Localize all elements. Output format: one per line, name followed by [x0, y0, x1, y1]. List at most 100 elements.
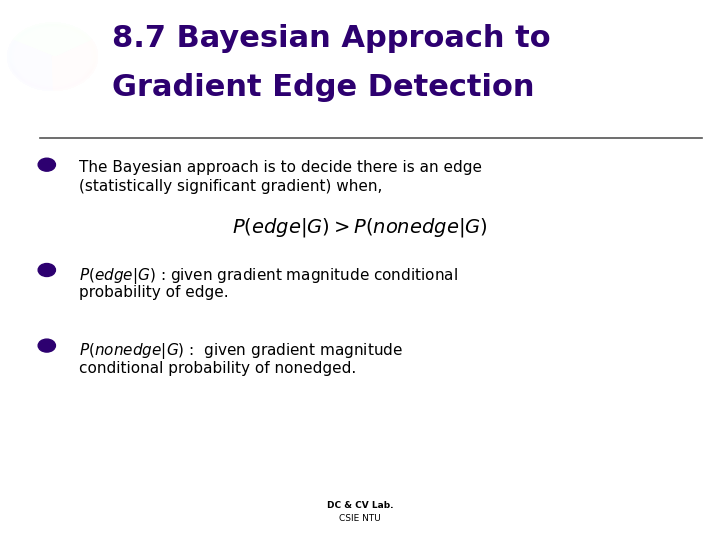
Wedge shape: [53, 41, 92, 57]
Wedge shape: [53, 57, 78, 84]
Wedge shape: [24, 31, 53, 57]
Wedge shape: [8, 57, 53, 59]
Wedge shape: [14, 40, 53, 57]
Wedge shape: [32, 27, 53, 57]
Wedge shape: [53, 30, 81, 57]
Circle shape: [7, 23, 98, 91]
Wedge shape: [38, 25, 53, 57]
Wedge shape: [53, 47, 95, 57]
Wedge shape: [18, 57, 53, 78]
Wedge shape: [11, 45, 53, 57]
Wedge shape: [53, 57, 81, 82]
Wedge shape: [32, 27, 53, 57]
Wedge shape: [53, 57, 67, 89]
Wedge shape: [48, 57, 53, 90]
Wedge shape: [53, 53, 97, 57]
Wedge shape: [9, 52, 53, 57]
Wedge shape: [8, 57, 53, 58]
Wedge shape: [37, 25, 53, 57]
Wedge shape: [9, 57, 53, 65]
Wedge shape: [53, 57, 54, 90]
Wedge shape: [53, 57, 85, 80]
Wedge shape: [53, 57, 93, 72]
Wedge shape: [9, 50, 53, 57]
Wedge shape: [53, 28, 76, 57]
Wedge shape: [53, 57, 91, 73]
Wedge shape: [33, 26, 53, 57]
Wedge shape: [14, 57, 53, 73]
Wedge shape: [30, 57, 53, 86]
Wedge shape: [53, 57, 87, 78]
Wedge shape: [53, 57, 91, 75]
Wedge shape: [53, 57, 96, 64]
Wedge shape: [44, 24, 53, 57]
Wedge shape: [8, 53, 53, 57]
Wedge shape: [53, 57, 97, 59]
Wedge shape: [51, 57, 53, 90]
Wedge shape: [53, 57, 92, 72]
Wedge shape: [8, 56, 53, 57]
Wedge shape: [37, 57, 53, 89]
Wedge shape: [8, 56, 53, 57]
Wedge shape: [23, 31, 53, 57]
Wedge shape: [53, 57, 93, 71]
Wedge shape: [19, 35, 53, 57]
Wedge shape: [53, 42, 93, 57]
Wedge shape: [24, 57, 53, 83]
Wedge shape: [40, 25, 53, 57]
Circle shape: [5, 21, 100, 92]
Wedge shape: [49, 57, 53, 90]
Wedge shape: [14, 39, 53, 57]
Wedge shape: [53, 57, 79, 84]
Wedge shape: [38, 57, 53, 89]
Wedge shape: [53, 36, 87, 57]
Wedge shape: [53, 57, 96, 66]
Wedge shape: [53, 57, 70, 87]
Wedge shape: [12, 57, 53, 70]
Wedge shape: [53, 57, 68, 88]
Wedge shape: [53, 57, 66, 89]
Wedge shape: [39, 57, 53, 89]
Wedge shape: [40, 57, 53, 89]
Wedge shape: [13, 41, 53, 57]
Wedge shape: [53, 57, 96, 66]
Wedge shape: [53, 57, 80, 83]
Wedge shape: [53, 28, 76, 57]
Wedge shape: [53, 57, 92, 72]
Wedge shape: [53, 57, 81, 83]
Wedge shape: [53, 57, 55, 90]
Wedge shape: [53, 23, 55, 57]
Wedge shape: [53, 30, 80, 57]
Circle shape: [14, 28, 91, 85]
Wedge shape: [19, 34, 53, 57]
Wedge shape: [35, 57, 53, 87]
Wedge shape: [20, 33, 53, 57]
Wedge shape: [13, 57, 53, 72]
Wedge shape: [53, 57, 93, 71]
Wedge shape: [53, 57, 86, 79]
Wedge shape: [12, 44, 53, 57]
Wedge shape: [53, 42, 92, 57]
Wedge shape: [53, 57, 96, 63]
Wedge shape: [19, 35, 53, 57]
Wedge shape: [53, 57, 96, 63]
Wedge shape: [53, 57, 97, 58]
Wedge shape: [9, 57, 53, 66]
Text: $P(nonedge|G)$ :  given gradient magnitude: $P(nonedge|G)$ : given gradient magnitud…: [79, 341, 403, 361]
Wedge shape: [30, 28, 53, 57]
Wedge shape: [53, 26, 73, 57]
Wedge shape: [53, 57, 66, 89]
Wedge shape: [53, 57, 96, 63]
Wedge shape: [11, 44, 53, 57]
Wedge shape: [53, 39, 91, 57]
Circle shape: [35, 43, 71, 70]
Wedge shape: [18, 57, 53, 78]
Wedge shape: [38, 57, 53, 89]
Wedge shape: [53, 57, 76, 85]
Wedge shape: [9, 57, 53, 63]
Wedge shape: [53, 48, 96, 57]
Wedge shape: [53, 57, 96, 64]
Wedge shape: [53, 57, 59, 90]
Circle shape: [34, 43, 71, 71]
Wedge shape: [53, 50, 96, 57]
